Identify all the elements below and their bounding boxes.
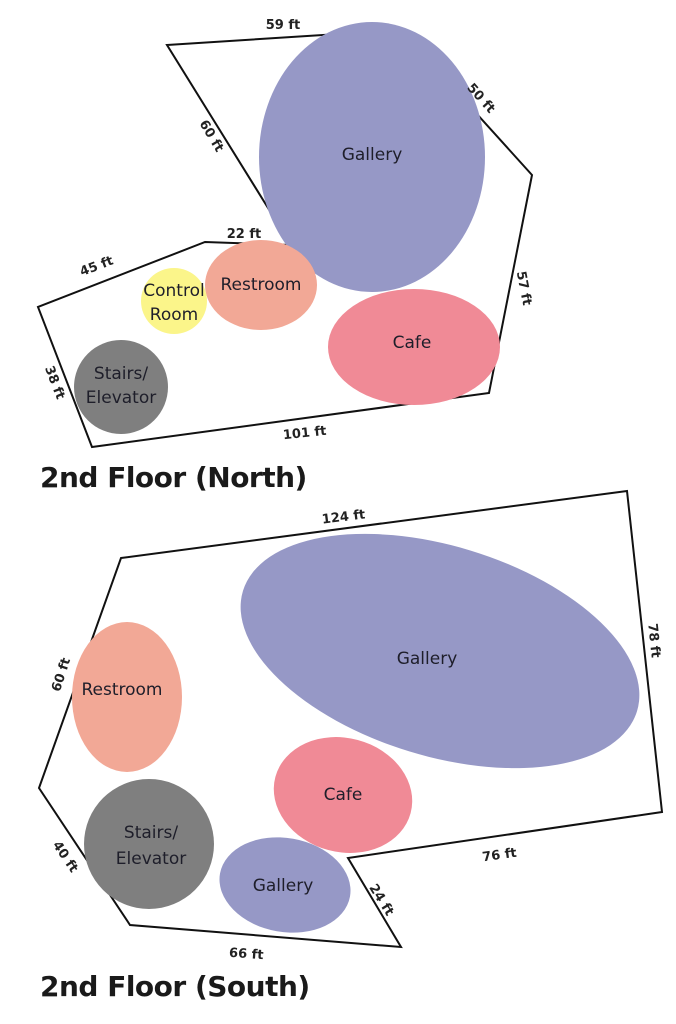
south-stairs-label-line1: Stairs/ xyxy=(124,823,178,843)
north-stairs-label-line1: Stairs/ xyxy=(94,364,148,384)
north-dim-left: 38 ft xyxy=(41,364,67,402)
south-gallery-small-label: Gallery xyxy=(253,876,314,896)
north-dim-inner-ledge: 22 ft xyxy=(227,227,262,242)
south-cafe-label: Cafe xyxy=(324,785,363,805)
south-cafe-area[interactable] xyxy=(261,722,426,868)
south-floor-plan: Gallery Restroom Cafe Stairs/ Elevator G… xyxy=(37,489,667,963)
north-cafe-label: Cafe xyxy=(393,333,432,353)
north-cafe-area[interactable] xyxy=(328,289,500,405)
south-restroom-area[interactable] xyxy=(72,622,182,772)
north-dim-top: 59 ft xyxy=(266,18,301,33)
south-dim-right: 78 ft xyxy=(644,623,663,659)
south-restroom-label: Restroom xyxy=(81,680,162,700)
south-dim-upper-left: 60 ft xyxy=(49,656,74,693)
south-gallery-small-area[interactable] xyxy=(212,827,358,942)
south-dim-notch-diagonal: 24 ft xyxy=(365,882,396,919)
north-gallery-area[interactable] xyxy=(259,22,485,292)
south-dim-bottom: 66 ft xyxy=(229,946,264,963)
north-control-room-label-line1: Control xyxy=(143,281,204,301)
south-floor-outline xyxy=(37,489,664,949)
north-dim-upper-left: 45 ft xyxy=(78,254,116,280)
south-floor-title: 2nd Floor (South) xyxy=(40,970,310,1003)
north-dim-inner-diagonal: 60 ft xyxy=(196,118,227,155)
south-gallery-large-label: Gallery xyxy=(397,649,458,669)
north-gallery-label: Gallery xyxy=(342,145,403,165)
north-control-room-area[interactable] xyxy=(141,268,207,334)
north-stairs-elevator-area[interactable] xyxy=(74,340,168,434)
north-restroom-area[interactable] xyxy=(205,240,317,330)
north-dim-bottom: 101 ft xyxy=(282,424,327,443)
south-gallery-large-area[interactable] xyxy=(212,490,667,811)
north-control-room-label-line2: Room xyxy=(150,305,198,325)
north-stairs-label-line2: Elevator xyxy=(86,388,156,408)
south-dim-notch: 76 ft xyxy=(481,846,517,866)
north-restroom-label: Restroom xyxy=(220,275,301,295)
south-dim-top: 124 ft xyxy=(321,507,366,527)
south-stairs-label-line2: Elevator xyxy=(116,849,186,869)
south-stairs-elevator-area[interactable] xyxy=(84,779,214,909)
north-dim-right: 57 ft xyxy=(513,270,534,307)
north-floor-title: 2nd Floor (North) xyxy=(40,461,307,494)
north-floor-plan: Gallery Restroom Control Room Cafe Stair… xyxy=(36,18,534,449)
